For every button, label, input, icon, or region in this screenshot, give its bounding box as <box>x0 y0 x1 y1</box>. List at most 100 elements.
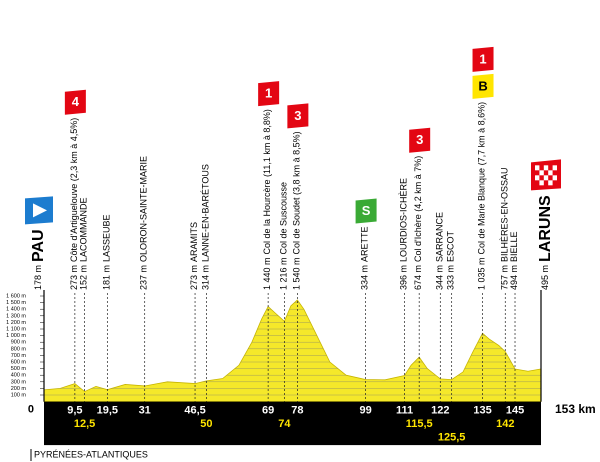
waypoint-altitude: 1 216 m <box>279 257 289 290</box>
category-badge: S <box>355 198 377 224</box>
waypoint-name: BIELLE <box>509 231 519 262</box>
x-tick-label: 31 <box>139 405 151 417</box>
y-tick-label: 1 300 m <box>6 313 26 319</box>
waypoint-label: 344 m SARRANCE <box>435 212 445 290</box>
y-tick-label: 900 m <box>11 340 27 346</box>
waypoint-name: LACOMMANDE <box>79 197 89 262</box>
waypoint-label: 334 m ARETTE <box>360 226 370 290</box>
category-badge: B <box>472 73 494 99</box>
waypoint-name: LOURDIOS-ICHÈRE <box>399 178 409 262</box>
waypoint-label: 494 m BIELLE <box>509 231 519 290</box>
badge-label: S <box>362 203 371 218</box>
x-tick-label: 145 <box>506 405 524 417</box>
waypoint-altitude: 1 440 m <box>263 257 273 290</box>
badge-label: B <box>478 78 487 93</box>
waypoint-name: Col de Suscousse <box>279 182 289 255</box>
waypoint-name: ESCOT <box>446 230 456 262</box>
waypoint-altitude: 273 m <box>69 265 79 290</box>
badge-flag <box>287 103 309 129</box>
waypoint-label: 152 m LACOMMANDE <box>79 197 89 290</box>
waypoint-name: BILHÈRES-EN-OSSAU <box>500 167 510 262</box>
waypoint-name: LANNE-EN-BARÉTOUS <box>201 164 211 262</box>
waypoint-altitude: 396 m <box>399 265 409 290</box>
waypoint-label: 674 m Col d'Ichère (4,2 km à 7%) <box>414 156 424 290</box>
y-tick-label: 800 m <box>11 346 27 352</box>
x-tick-label: 46,5 <box>184 405 205 417</box>
region-label: PYRÉNÉES-ATLANTIQUES <box>34 449 148 459</box>
waypoint-altitude: 237 m <box>139 265 149 290</box>
waypoint-label: 273 m Côte d'Artiguelouve (2,3 km à 4,5%) <box>69 118 79 290</box>
y-tick-label: 1 000 m <box>6 333 26 339</box>
x-tick-label: 115,5 <box>406 418 433 430</box>
waypoint-name: ARETTE <box>360 226 370 262</box>
x-tick-label: 125,5 <box>438 432 466 444</box>
badge-flag <box>472 46 494 72</box>
elevation-area <box>43 299 542 402</box>
waypoint-altitude: 333 m <box>446 265 456 290</box>
y-tick-label: 100 m <box>11 392 27 398</box>
x-tick-label: 0 <box>28 404 34 416</box>
waypoint-altitude: 757 m <box>500 265 510 290</box>
y-tick-label: 1 100 m <box>6 326 26 332</box>
waypoint-label: 757 m BILHÈRES-EN-OSSAU <box>500 167 510 290</box>
waypoint-name: Côte d'Artiguelouve (2,3 km à 4,5%) <box>69 118 79 262</box>
x-tick-label: 74 <box>278 418 291 430</box>
waypoint-label: 495 m LARUNS <box>537 195 554 290</box>
badge-flag <box>355 198 377 224</box>
y-tick-label: 1 600 m <box>6 293 26 299</box>
badge-flag <box>409 127 431 153</box>
waypoint-altitude: 344 m <box>435 265 445 290</box>
y-tick-label: 300 m <box>11 379 27 385</box>
waypoint-label: 1 035 m Col de Marie Blanque (7,7 km à 8,… <box>477 102 487 290</box>
x-tick-label: 111 <box>396 405 413 417</box>
x-tick-label: 19,5 <box>97 405 118 417</box>
waypoint-altitude: 1 035 m <box>477 257 487 290</box>
y-tick-label: 400 m <box>11 373 27 379</box>
distance-band <box>44 401 541 446</box>
y-tick-label: 1 200 m <box>6 320 26 326</box>
waypoint-altitude: 152 m <box>79 265 89 290</box>
badge-label: 1 <box>265 86 272 101</box>
y-tick-label: 200 m <box>11 386 27 392</box>
x-tick-label: 142 <box>496 418 514 430</box>
category-badge: 3 <box>409 127 431 153</box>
waypoint-altitude: 181 m <box>102 265 112 290</box>
waypoint-altitude: 674 m <box>414 265 424 290</box>
x-tick-label: 78 <box>291 405 303 417</box>
category-badge: 3 <box>287 103 309 129</box>
waypoint-name: LARUNS <box>537 195 554 262</box>
waypoint-label: 1 540 m Col de Soudet (3,8 km à 8,5%) <box>292 131 302 290</box>
badge-flag <box>472 73 494 99</box>
x-tick-label: 9,5 <box>67 405 82 417</box>
finish-flag <box>531 159 561 191</box>
category-badge: 1 <box>472 46 494 72</box>
waypoint-name: Col de la Hourcère (11,1 km à 8,8%) <box>263 109 273 254</box>
badge-label: 4 <box>72 94 80 109</box>
waypoint-altitude: 1 540 m <box>292 257 302 290</box>
x-tick-label: 12,5 <box>74 418 95 430</box>
waypoint-label: 1 216 m Col de Suscousse <box>279 182 289 290</box>
waypoint-name: LASSEUBE <box>102 214 112 262</box>
waypoint-label: 237 m OLORON-SAINTE-MARIE <box>139 156 149 290</box>
x-tick-label: 122 <box>431 405 449 417</box>
waypoint-name: Col de Marie Blanque (7,7 km à 8,6%) <box>477 102 487 255</box>
waypoint-altitude: 178 m <box>33 265 43 290</box>
waypoint-name: SARRANCE <box>435 212 445 262</box>
waypoint-name: ARAMITS <box>189 222 199 262</box>
waypoint-label: 178 m PAU <box>30 229 47 290</box>
waypoint-name: OLORON-SAINTE-MARIE <box>139 156 149 262</box>
waypoint-label: 396 m LOURDIOS-ICHÈRE <box>399 178 409 290</box>
y-tick-label: 1 500 m <box>6 300 26 306</box>
y-tick-label: 600 m <box>11 359 27 365</box>
waypoint-label: 314 m LANNE-EN-BARÉTOUS <box>201 164 211 290</box>
waypoint-altitude: 314 m <box>201 265 211 290</box>
waypoint-altitude: 494 m <box>509 265 519 290</box>
y-tick-label: 700 m <box>11 353 27 359</box>
waypoint-altitude: 495 m <box>540 265 550 290</box>
x-tick-label: 135 <box>473 405 491 417</box>
category-badge: 4 <box>64 89 86 115</box>
y-tick-label: 500 m <box>11 366 27 372</box>
x-tick-label: 99 <box>359 405 371 417</box>
waypoint-altitude: 273 m <box>189 265 199 290</box>
